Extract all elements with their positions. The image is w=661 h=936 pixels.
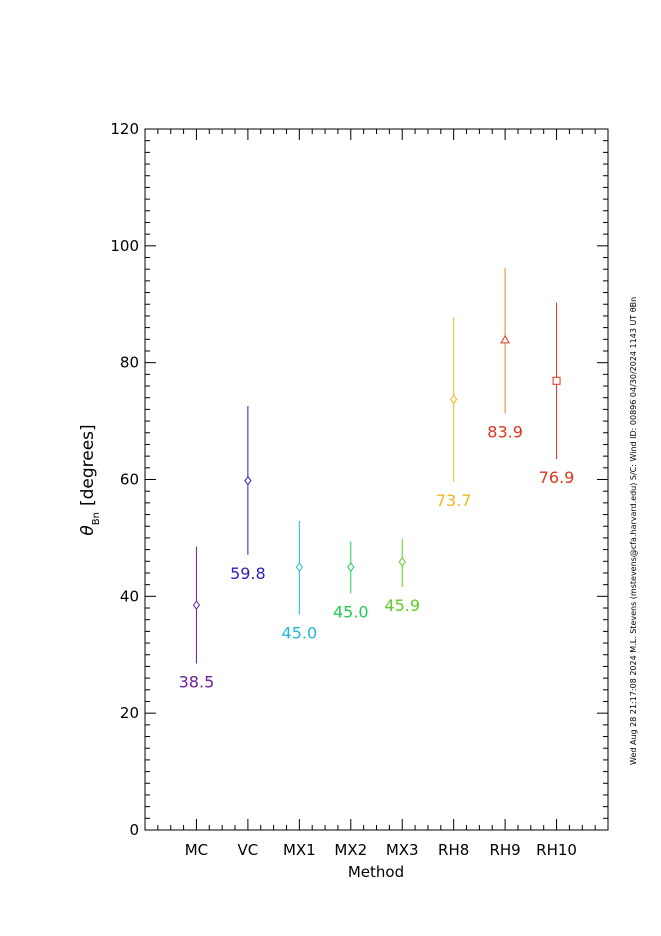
triangle-marker [500,334,510,344]
x-tick-label: VC [238,841,259,859]
axis-ticks [144,128,609,831]
diamond-marker [244,475,252,486]
x-tick-label: RH10 [536,841,577,859]
data-label: 83.9 [487,422,523,441]
data-label: 76.9 [539,468,575,487]
data-label: 73.7 [436,491,472,510]
data-label: 45.0 [333,602,369,621]
x-tick-labels: MC VC MX1 MX2 MX3 RH8 RH9 RH10 [185,841,577,859]
y-tick-label: 80 [120,354,139,372]
diamond-marker [295,562,303,572]
y-tick-label: 40 [120,587,139,605]
y-tick-label: 0 [129,821,139,839]
y-tick-labels: 0 20 40 60 80 100 120 [110,120,139,839]
x-axis-title: Method [348,863,404,881]
x-tick-label: MX1 [283,841,316,859]
square-marker [552,376,561,385]
y-axis-symbol: θ [78,525,98,536]
data-label: 45.0 [282,623,318,642]
y-axis-subscript: Bn [91,512,102,525]
svg-text:θBn[degrees]: θBn [degrees] [78,424,102,535]
y-tick-label: 100 [110,237,139,255]
x-tick-label: MX2 [334,841,367,859]
data-marks: 38.5 59.8 45.0 45.0 45.9 73.7 83.9 76.9 [179,268,575,692]
y-axis-unit: [degrees] [78,424,98,506]
data-label: 38.5 [179,673,215,692]
diamond-marker [450,394,458,405]
x-tick-label: MC [185,841,208,859]
x-tick-label: MX3 [386,841,419,859]
x-tick-label: RH8 [438,841,469,859]
footer-note: Wed Aug 28 21:17:08 2024 M.L. Stevens (m… [629,297,638,765]
data-label: 45.9 [384,596,420,615]
data-label: 59.8 [230,564,266,583]
y-tick-label: 60 [120,471,139,489]
y-tick-label: 120 [110,120,139,138]
diamond-marker [347,562,355,572]
diamond-marker [192,600,201,610]
y-tick-label: 20 [120,704,139,722]
x-tick-label: RH9 [489,841,520,859]
y-axis-title: θBn [degrees] [78,424,102,535]
diamond-marker [398,557,406,567]
